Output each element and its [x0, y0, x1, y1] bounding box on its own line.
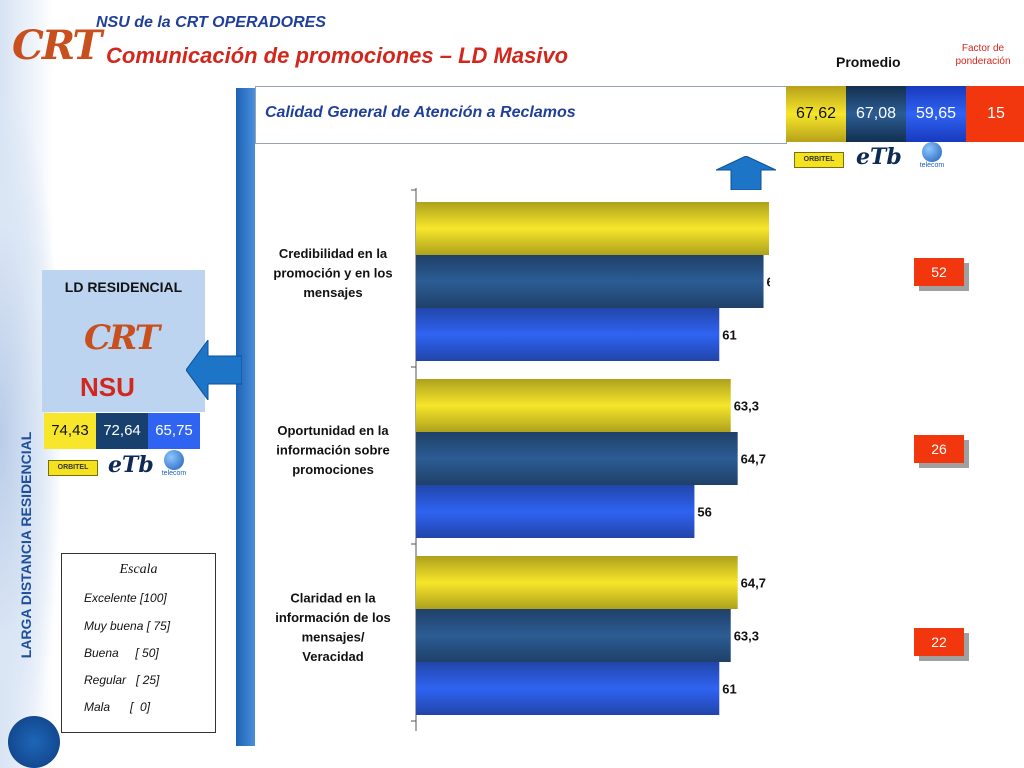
data-label: 64,7 — [741, 576, 766, 591]
summary-label: Calidad General de Atención a Reclamos — [265, 104, 576, 121]
bar — [416, 202, 769, 255]
bar — [416, 308, 720, 361]
bar — [416, 255, 764, 308]
escala-box — [61, 553, 216, 733]
category-label: Claridad en la — [290, 590, 376, 605]
category-label: mensajes — [303, 285, 362, 300]
escala-item: Muy buena [ 75] — [84, 619, 171, 633]
category-label: mensajes/ — [302, 629, 365, 644]
bar — [416, 609, 731, 662]
left-arrow-icon — [186, 340, 242, 400]
residencial-box — [42, 270, 205, 412]
telecom-logo-icon: telecom — [912, 142, 952, 176]
residencial-crt-logo: CRT — [84, 318, 160, 358]
page-title: Comunicación de promociones – LD Masivo — [106, 43, 569, 68]
bar — [416, 379, 731, 432]
summary-orbitel-value: 67,62 — [786, 86, 846, 142]
orbitel-logo-icon: ORBITEL — [48, 460, 98, 476]
data-label: 69,9 — [767, 275, 770, 290]
side-title-text: LARGA DISTANCIA RESIDENCIAL — [18, 431, 34, 659]
telecom-logo-icon: telecom — [154, 450, 194, 484]
residencial-label: LD RESIDENCIAL — [64, 279, 183, 295]
orbitel-logo-icon: ORBITEL — [794, 152, 844, 168]
weight-badge: 52 — [914, 258, 964, 286]
summary-factor-value: 15 — [966, 86, 1024, 142]
header-subtitle: NSU de la CRT OPERADORES — [96, 14, 326, 31]
etb-logo-icon: eTb — [108, 452, 154, 478]
category-label: información sobre — [276, 443, 389, 458]
crt-logo: CRT — [12, 22, 102, 69]
escala-title: Escala — [119, 562, 158, 577]
connector-bar — [236, 88, 255, 746]
summary-etb-value: 67,08 — [846, 86, 906, 142]
data-label: 64,7 — [741, 452, 766, 467]
weight-badge: 22 — [914, 628, 964, 656]
summary-telecom-value: 59,65 — [906, 86, 966, 142]
category-label: Credibilidad en la — [279, 246, 388, 261]
bar-chart: Credibilidad en la promoción y en los mens… — [273, 188, 770, 731]
category-label: promoción y en los — [273, 266, 392, 281]
escala-item: Regular [ 25] — [84, 673, 160, 687]
data-label: 63,3 — [734, 399, 759, 414]
promedio-label: Promedio — [836, 54, 901, 70]
bar — [416, 485, 695, 538]
corner-logo-icon — [8, 716, 60, 768]
category-label: Veracidad — [302, 649, 363, 664]
data-label: 63,3 — [734, 629, 759, 644]
category-label: promociones — [292, 462, 374, 477]
up-arrow-icon — [716, 156, 776, 190]
data-label: 56 — [697, 505, 711, 520]
residencial-nsu-logo: NSU — [80, 372, 135, 402]
category-label: Oportunidad en la — [277, 423, 389, 438]
data-label: 61 — [722, 682, 736, 697]
bar — [416, 432, 738, 485]
residencial-telecom-value: 65,75 — [148, 413, 200, 449]
factor-label: Factor de ponderación — [955, 43, 1011, 67]
residencial-orbitel-value: 74,43 — [44, 413, 96, 449]
side-title: LARGA DISTANCIA RESIDENCIAL — [18, 410, 42, 680]
residencial-etb-value: 72,64 — [96, 413, 148, 449]
escala-item: Mala [ 0] — [84, 700, 151, 714]
bar — [416, 662, 720, 715]
weight-badge: 26 — [914, 435, 964, 463]
etb-logo-icon: eTb — [856, 144, 902, 170]
category-label: información de los — [275, 610, 391, 625]
escala-item: Buena [ 50] — [84, 646, 159, 660]
data-label: 61 — [722, 328, 736, 343]
escala-item: Excelente [100] — [84, 591, 167, 605]
bar — [416, 556, 738, 609]
